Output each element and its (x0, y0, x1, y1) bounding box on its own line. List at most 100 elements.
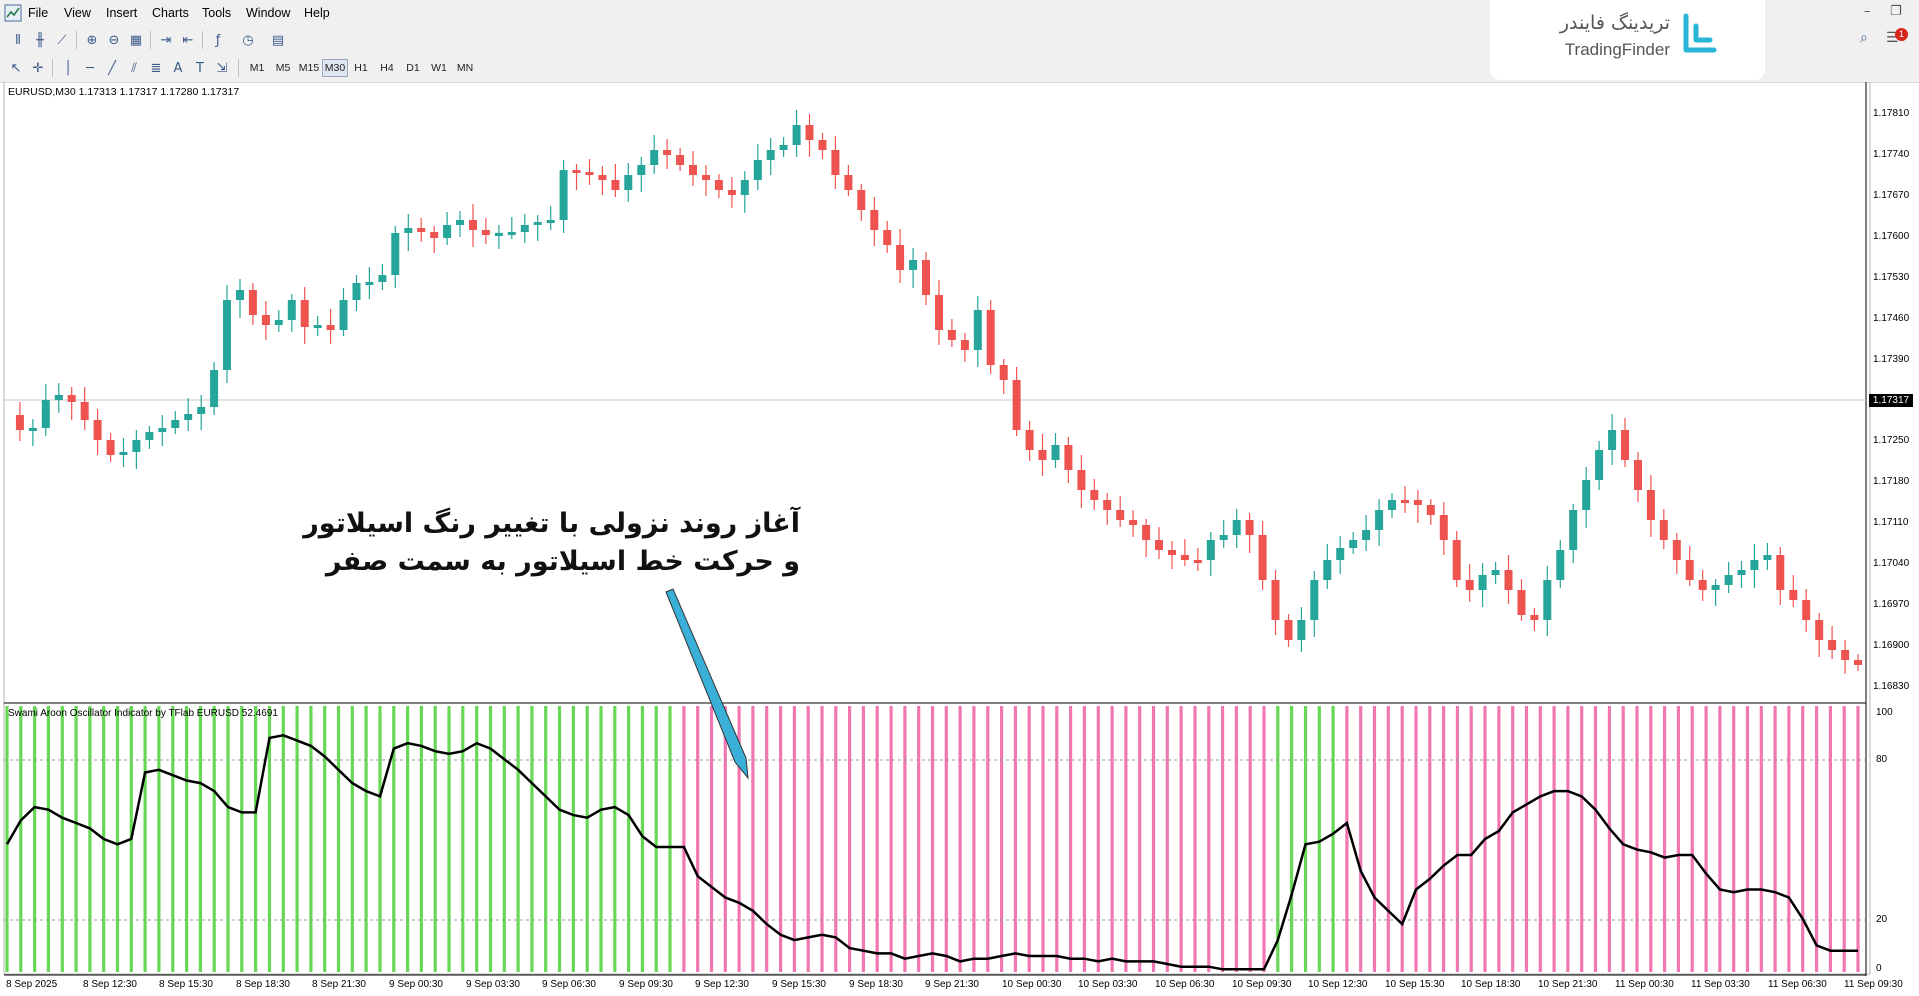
time-label: 9 Sep 00:30 (389, 979, 443, 990)
candle-body (1025, 430, 1034, 450)
indicator-label: Swami Aroon Oscillator Indicator by TFla… (8, 708, 278, 719)
indicator-bar (309, 706, 313, 972)
indicator-bar (240, 706, 244, 972)
indicator-bar (1179, 706, 1183, 972)
candle-body (1155, 540, 1163, 550)
indicator-bar (1386, 706, 1390, 972)
candle-body (1077, 470, 1086, 490)
indicator-bar (19, 706, 23, 972)
candle-body (1659, 520, 1668, 540)
indicator-bar (171, 706, 175, 972)
indicator-bar (488, 706, 493, 972)
time-label: 8 Sep 15:30 (159, 979, 213, 990)
time-label: 9 Sep 09:30 (619, 979, 673, 990)
candle-body (67, 395, 76, 402)
menu-tools[interactable]: Tools (202, 6, 232, 20)
candle-body (132, 440, 141, 452)
trendline-icon[interactable]: ╱ (108, 60, 116, 76)
candlestick-icon[interactable]: ╫ (36, 32, 44, 48)
indicator-bar (1455, 706, 1459, 972)
indicator-bar (544, 706, 548, 972)
timeframe-w1[interactable]: W1 (431, 62, 447, 74)
candle-body (1051, 445, 1060, 460)
indicator-scale: 20 (1876, 914, 1888, 925)
crosshair-icon[interactable]: ✛ (32, 60, 44, 76)
timeframe-m30[interactable]: M30 (322, 59, 348, 77)
candle-body (1129, 520, 1138, 525)
indicator-bar (1759, 706, 1763, 972)
menu-insert[interactable]: Insert (106, 6, 138, 20)
indicators-icon[interactable]: ƒ (215, 32, 221, 48)
cursor-icon[interactable]: ↖ (10, 60, 22, 76)
candle-body (1142, 525, 1151, 540)
candle-body (1672, 540, 1681, 560)
restore-icon[interactable]: ❐ (1890, 4, 1902, 19)
indicator-bar (972, 706, 976, 972)
timeframe-m1[interactable]: M1 (249, 62, 265, 74)
fibonacci-icon[interactable]: ≣ (150, 60, 162, 76)
vertical-line-icon[interactable]: │ (64, 60, 72, 76)
price-label: 1.17530 (1873, 272, 1910, 283)
time-label: 10 Sep 15:30 (1385, 979, 1445, 990)
templates-icon[interactable]: ▤ (271, 32, 285, 48)
timeframe-h4[interactable]: H4 (380, 62, 394, 74)
candle-body (883, 230, 892, 245)
indicator-bar (806, 706, 810, 972)
menu-charts[interactable]: Charts (152, 6, 189, 20)
arrows-icon[interactable]: ⇲ (216, 60, 228, 76)
bar-chart-icon[interactable]: ⫴ (15, 32, 21, 48)
candle-body (1180, 555, 1189, 560)
price-label: 1.17040 (1873, 558, 1910, 569)
candle-body (378, 275, 387, 282)
indicator-bar (364, 706, 368, 972)
timeframe-d1[interactable]: D1 (406, 62, 420, 74)
chart-shift-icon[interactable]: ⇤ (182, 32, 194, 48)
time-label: 10 Sep 03:30 (1078, 979, 1138, 990)
indicator-bar (350, 706, 354, 972)
text-label-icon[interactable]: T (196, 60, 204, 76)
line-chart-icon[interactable]: ⟋ (57, 32, 67, 48)
candle-body (1193, 560, 1202, 563)
menu-file[interactable]: File (28, 6, 49, 20)
indicator-bar (1828, 706, 1832, 972)
price-label: 1.16970 (1873, 599, 1910, 610)
periods-icon[interactable]: ◷ (242, 32, 254, 48)
candle-body (844, 175, 853, 190)
menu-window[interactable]: Window (246, 6, 291, 20)
menu-view[interactable]: View (64, 6, 91, 20)
text-icon[interactable]: A (173, 60, 183, 76)
indicator-bar (571, 706, 575, 972)
candle-body (1219, 535, 1228, 540)
indicator-bar (1096, 706, 1100, 972)
candle-body (714, 180, 723, 190)
notifications-icon[interactable]: ☰ 1 (1886, 28, 1908, 50)
timeframe-mn[interactable]: MN (456, 62, 474, 74)
candle-body (248, 290, 257, 315)
horizontal-line-icon[interactable]: ─ (86, 60, 94, 76)
timeframe-m5[interactable]: M5 (275, 62, 291, 74)
tile-windows-icon[interactable]: ▦ (129, 32, 143, 48)
zoom-in-icon[interactable]: ⊕ (86, 32, 98, 48)
timeframe-m15[interactable]: M15 (298, 62, 320, 74)
autoscroll-icon[interactable]: ⇥ (160, 32, 172, 48)
indicator-bar (5, 706, 9, 972)
indicator-bar (1718, 706, 1722, 972)
time-label: 11 Sep 06:30 (1768, 979, 1827, 990)
candle-body (818, 140, 827, 150)
price-chart[interactable] (0, 82, 1919, 996)
time-label: 8 Sep 21:30 (312, 979, 366, 990)
candle-body (1841, 650, 1850, 660)
candle-body (1517, 590, 1526, 615)
channel-icon[interactable]: ⫽ (131, 60, 137, 76)
menu-help[interactable]: Help (304, 6, 330, 20)
price-label: 1.17740 (1873, 149, 1910, 160)
candle-body (1349, 540, 1358, 548)
search-icon[interactable]: ⌕ (1860, 30, 1868, 46)
timeframe-h1[interactable]: H1 (354, 62, 368, 74)
indicator-bar (709, 706, 714, 972)
indicator-bar (1676, 706, 1680, 972)
zoom-out-icon[interactable]: ⊖ (108, 32, 120, 48)
candle-body (1478, 575, 1487, 590)
time-label: 9 Sep 06:30 (542, 979, 596, 990)
minimize-icon[interactable]: – (1864, 4, 1871, 19)
